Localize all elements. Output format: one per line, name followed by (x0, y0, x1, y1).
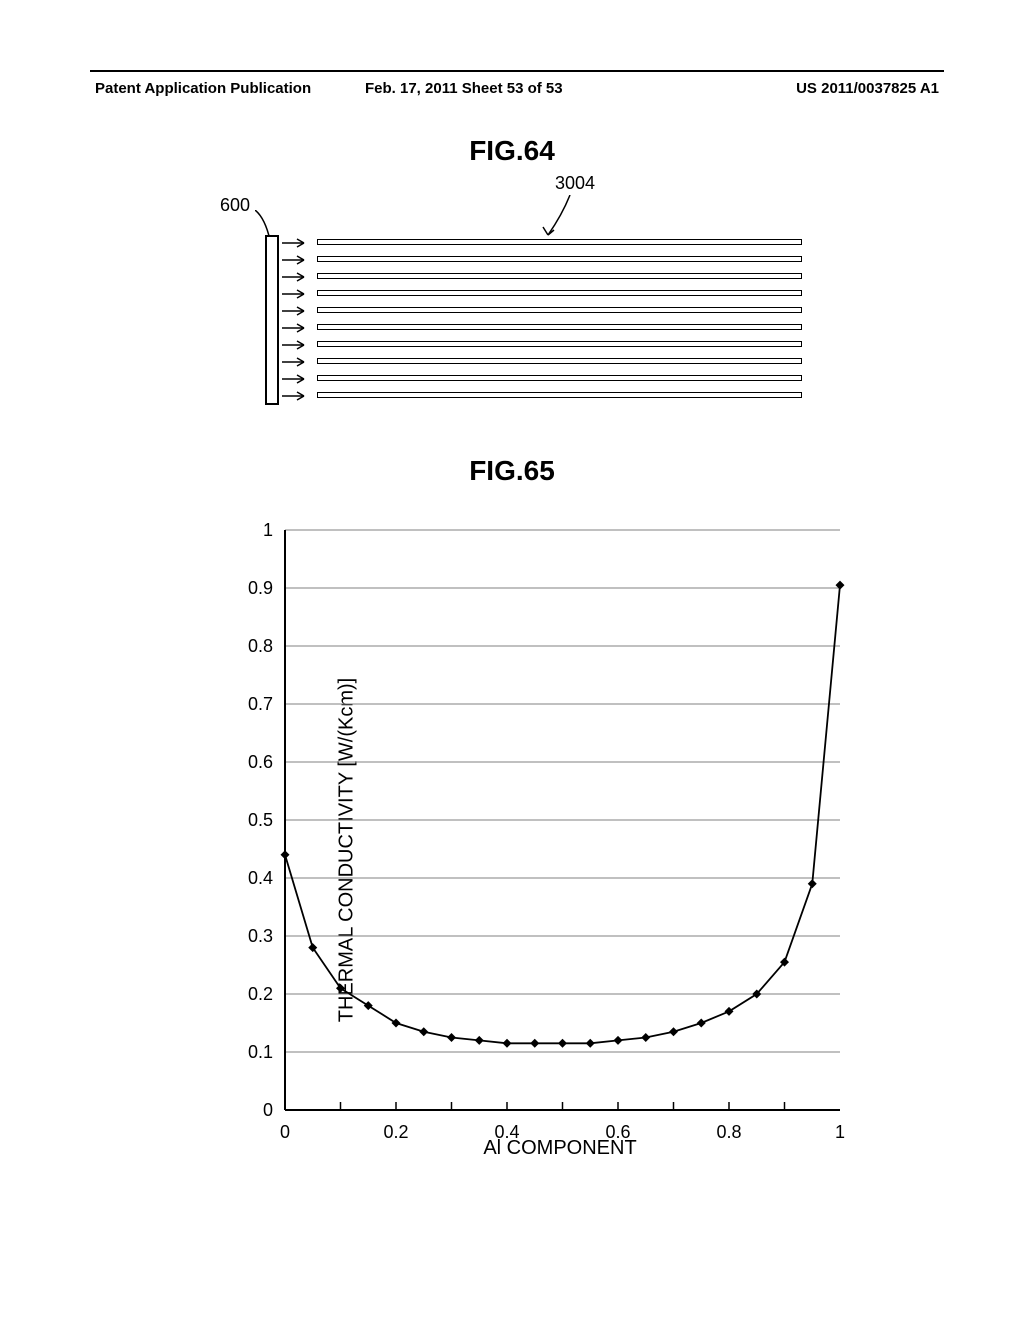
svg-text:0.8: 0.8 (716, 1122, 741, 1142)
header-divider (90, 70, 944, 72)
flow-arrow-icon (282, 254, 314, 266)
channel-bar (317, 256, 802, 262)
fig65-chart: THERMAL CONDUCTIVITY [W/(Kcm)] 00.10.20.… (190, 510, 870, 1190)
header-right: US 2011/0037825 A1 (796, 80, 939, 97)
flow-arrow-icon (282, 390, 314, 402)
channel-bar (317, 307, 802, 313)
svg-text:0.5: 0.5 (248, 810, 273, 830)
svg-text:0.3: 0.3 (248, 926, 273, 946)
label-3004: 3004 (555, 173, 595, 194)
fig64-title: FIG.64 (469, 135, 555, 167)
svg-text:0.9: 0.9 (248, 578, 273, 598)
flow-arrow-icon (282, 271, 314, 283)
svg-text:0: 0 (280, 1122, 290, 1142)
channel-bar (317, 239, 802, 245)
svg-text:0.2: 0.2 (383, 1122, 408, 1142)
svg-text:0.7: 0.7 (248, 694, 273, 714)
channel-bar (317, 290, 802, 296)
plot-area: 00.10.20.30.40.50.60.70.80.9100.20.40.60… (285, 530, 840, 1110)
label-600: 600 (220, 195, 250, 216)
flow-arrow-icon (282, 339, 314, 351)
channel-bar (317, 324, 802, 330)
flow-arrow-icon (282, 288, 314, 300)
svg-text:0.2: 0.2 (248, 984, 273, 1004)
channel-bar (317, 358, 802, 364)
vertical-block (265, 235, 279, 405)
svg-text:0.4: 0.4 (248, 868, 273, 888)
fig64-diagram: 600 3004 (220, 185, 800, 410)
flow-arrow-icon (282, 322, 314, 334)
channel-bar (317, 273, 802, 279)
channel-bar (317, 392, 802, 398)
flow-arrow-icon (282, 373, 314, 385)
svg-text:0.1: 0.1 (248, 1042, 273, 1062)
flow-arrow-icon (282, 237, 314, 249)
flow-arrow-icon (282, 356, 314, 368)
chart-svg: 00.10.20.30.40.50.60.70.80.9100.20.40.60… (285, 530, 840, 1150)
svg-text:0: 0 (263, 1100, 273, 1120)
svg-text:1: 1 (835, 1122, 845, 1142)
svg-text:0.8: 0.8 (248, 636, 273, 656)
channel-bar (317, 375, 802, 381)
channel-bar (317, 341, 802, 347)
flow-arrow-icon (282, 305, 314, 317)
header-center: Feb. 17, 2011 Sheet 53 of 53 (365, 80, 563, 97)
fig65-title: FIG.65 (469, 455, 555, 487)
header-left: Patent Application Publication (95, 80, 311, 97)
x-axis-label: Al COMPONENT (483, 1137, 636, 1160)
svg-text:1: 1 (263, 520, 273, 540)
svg-text:0.6: 0.6 (248, 752, 273, 772)
